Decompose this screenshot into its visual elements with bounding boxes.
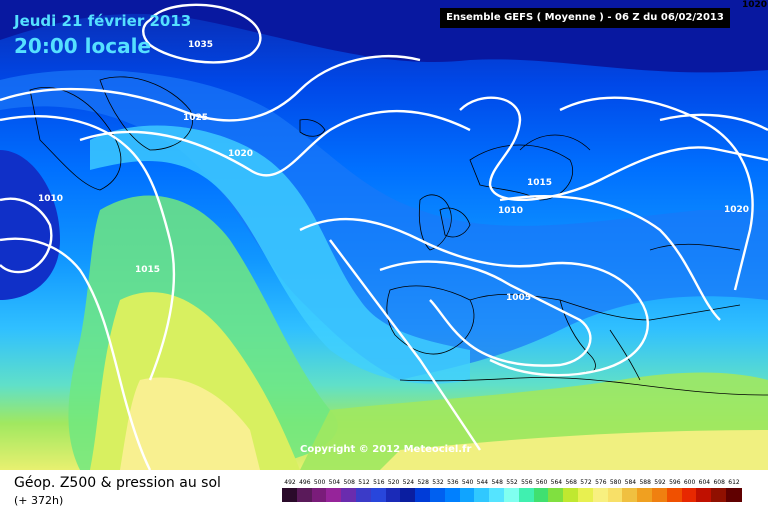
legend-swatch-604 [696, 488, 713, 502]
isobar-label-1010-west: 1010 [38, 194, 64, 204]
legend-swatch-552 [504, 488, 520, 502]
isobar-label-1015-europe: 1015 [527, 178, 553, 188]
lead-time: (+ 372h) [14, 494, 64, 507]
color-scale-legend: 492 496 500 504 508 512 516 520 524 528 532 536 540 5… [282, 479, 742, 511]
legend-swatch-532 [430, 488, 446, 502]
weather-map: 1035 1025 1020 1010 1015 1015 1010 1005 … [0, 0, 768, 470]
legend-tick-608: 608 [713, 479, 725, 486]
legend-tick-544: 544 [476, 479, 489, 486]
legend-swatch-608 [711, 488, 728, 502]
isobar-lines [0, 3, 768, 470]
isobar-label-1010-europe: 1010 [498, 206, 524, 216]
legend-tick-500: 500 [313, 479, 326, 486]
copyright-notice: Copyright © 2012 Meteociel.fr [300, 444, 472, 455]
legend-swatch-536 [444, 488, 461, 502]
legend-tick-492: 492 [284, 479, 296, 486]
run-info-banner: Ensemble GEFS ( Moyenne ) - 06 Z du 06/0… [440, 8, 730, 28]
legend-swatch-540 [459, 488, 476, 502]
legend-swatch-524 [400, 488, 417, 502]
legend-tick-584: 584 [624, 479, 637, 486]
legend-tick-516: 516 [373, 479, 385, 486]
legend-tick-496: 496 [299, 479, 311, 486]
legend-tick-528: 528 [417, 479, 429, 486]
legend-tick-524: 524 [402, 479, 415, 486]
legend-tick-572: 572 [580, 479, 592, 486]
isobar-label-1020: 1020 [228, 149, 254, 159]
legend-swatch-584 [622, 488, 639, 502]
legend-tick-556: 556 [521, 479, 533, 486]
legend-tick-568: 568 [565, 479, 577, 486]
legend-tick-520: 520 [387, 479, 400, 486]
legend-swatch-564 [548, 488, 565, 502]
legend-tick-612: 612 [728, 479, 740, 486]
legend-swatch-580 [607, 488, 624, 502]
legend-tick-504: 504 [328, 479, 341, 486]
legend-swatch-596 [666, 488, 683, 502]
chart-footer: Géop. Z500 & pression au sol (+ 372h) 49… [0, 470, 768, 512]
geopotential-field [0, 0, 768, 470]
legend-swatch-508 [341, 488, 358, 502]
legend-swatch-560 [533, 488, 550, 502]
legend-swatch-544 [474, 488, 491, 502]
isobar-label-1005: 1005 [506, 293, 532, 303]
legend-swatch-572 [578, 488, 594, 502]
legend-swatch-492 [282, 488, 298, 502]
isobar-label-1025: 1025 [183, 113, 209, 123]
legend-tick-596: 596 [669, 479, 681, 486]
isobar-label-1015-atlantic: 1015 [135, 265, 161, 275]
legend-swatch-612 [726, 488, 742, 502]
legend-tick-600: 600 [683, 479, 696, 486]
legend-swatch-516 [370, 488, 387, 502]
legend-tick-540: 540 [461, 479, 474, 486]
legend-swatch-504 [326, 488, 343, 502]
legend-tick-536: 536 [447, 479, 459, 486]
legend-tick-512: 512 [358, 479, 370, 486]
product-title: Géop. Z500 & pression au sol [14, 475, 221, 491]
legend-swatch-512 [356, 488, 372, 502]
legend-swatch-548 [489, 488, 506, 502]
corner-isobar-value: 1020 [742, 0, 768, 10]
legend-tick-532: 532 [432, 479, 444, 486]
legend-swatch-576 [592, 488, 609, 502]
legend-tick-580: 580 [609, 479, 622, 486]
legend-swatch-528 [415, 488, 432, 502]
legend-tick-588: 588 [639, 479, 651, 486]
legend-swatch-520 [385, 488, 402, 502]
legend-tick-508: 508 [343, 479, 355, 486]
legend-swatch-588 [637, 488, 654, 502]
legend-tick-548: 548 [491, 479, 503, 486]
legend-swatch-592 [652, 488, 668, 502]
legend-swatch-600 [681, 488, 698, 502]
legend-swatch-500 [311, 488, 328, 502]
legend-tick-552: 552 [506, 479, 518, 486]
legend-tick-604: 604 [698, 479, 711, 486]
legend-tick-564: 564 [550, 479, 563, 486]
legend-tick-576: 576 [595, 479, 607, 486]
forecast-time: 20:00 locale [14, 34, 151, 58]
legend-swatch-568 [563, 488, 580, 502]
legend-tick-560: 560 [535, 479, 548, 486]
forecast-date: Jeudi 21 février 2013 [14, 12, 192, 30]
legend-swatch-496 [296, 488, 313, 502]
isobar-label-1035: 1035 [188, 40, 214, 50]
legend-tick-592: 592 [654, 479, 666, 486]
legend-swatch-556 [518, 488, 535, 502]
isobar-label-1020-east: 1020 [724, 205, 750, 215]
